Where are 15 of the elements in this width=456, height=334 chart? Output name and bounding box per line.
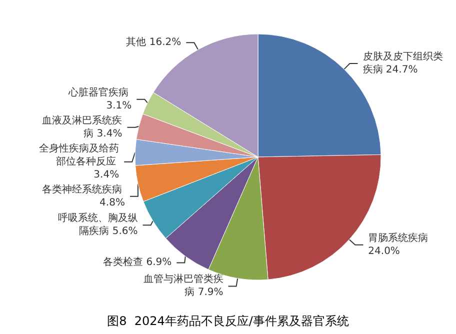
slice-label: 血管与淋巴管类疾病 7.9% [143,273,224,298]
text: 图8 2024年药品不良反应/事件累及器官系统 [107,314,349,328]
slice-label: 其他 16.2% [126,36,182,48]
data-label: 3.4% [94,169,120,180]
data-label: 3.1% [106,100,132,112]
slice-label: 各类神经系统疾病 [42,183,125,196]
slice-label: 血液及淋巴系统疾病 3.4% [42,114,122,140]
data-label: 24.0% [368,246,400,257]
slice-label: 胃肠系统疾病 [368,232,432,244]
slice-label: 心脏器官疾病 [67,86,132,98]
slice-label: 全身性疾病及给药部位各种反应 [39,142,120,168]
slice-label: 各类检查 6.9% [103,256,172,268]
data-label: 4.8% [100,197,125,208]
slice-label: 呼吸系统、胸及纵隔疾病 5.6% [58,212,138,238]
slice-label: 皮肤及皮下组织类疾病 24.7% [362,50,443,76]
